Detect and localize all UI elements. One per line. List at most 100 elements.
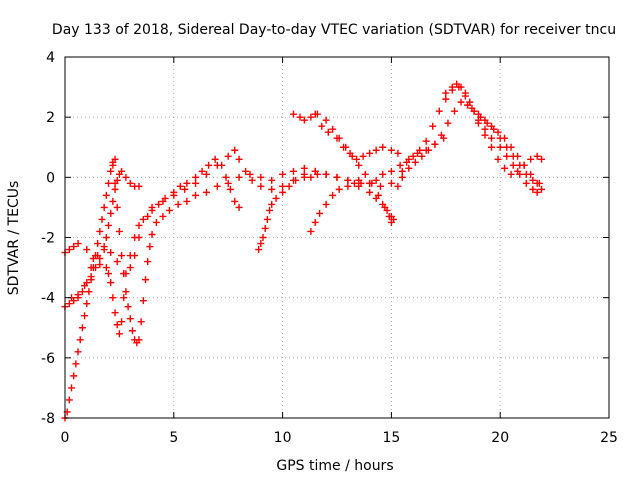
series-track-h: [312, 111, 402, 163]
y-axis-label: SDTVAR / TECUs: [6, 181, 22, 296]
data-point: [264, 216, 271, 223]
data-point: [144, 258, 151, 265]
data-point: [153, 219, 160, 226]
data-point: [146, 243, 153, 250]
data-point: [268, 177, 275, 184]
data-point: [523, 180, 530, 187]
data-point: [85, 288, 92, 295]
y-tick-label: -4: [41, 291, 55, 307]
data-point: [497, 144, 504, 151]
data-point: [279, 189, 286, 196]
data-point: [301, 165, 308, 172]
data-point: [83, 246, 90, 253]
data-point: [79, 324, 86, 331]
data-point: [127, 315, 134, 322]
data-point: [307, 174, 314, 181]
data-point: [527, 156, 534, 163]
x-axis-label: GPS time / hours: [276, 458, 393, 474]
data-point: [75, 348, 82, 355]
data-point: [431, 141, 438, 148]
data-point: [399, 174, 406, 181]
data-point: [214, 162, 221, 169]
data-point: [521, 162, 528, 169]
data-point: [166, 207, 173, 214]
sdtvar-chart: Day 133 of 2018, Sidereal Day-to-day VTE…: [0, 0, 640, 480]
data-point: [399, 168, 406, 175]
x-tick-label: 25: [600, 430, 618, 446]
data-point: [129, 327, 136, 334]
x-tick-label: 15: [382, 430, 400, 446]
data-point: [388, 147, 395, 154]
data-point: [334, 174, 341, 181]
data-point: [336, 186, 343, 193]
data-point: [514, 153, 521, 160]
data-point: [83, 300, 90, 307]
data-point: [290, 168, 297, 175]
grid-lines: [65, 57, 609, 418]
series-track-a: [62, 168, 143, 310]
data-point: [135, 234, 142, 241]
chart-title: Day 133 of 2018, Sidereal Day-to-day VTE…: [52, 22, 616, 38]
data-point: [114, 258, 121, 265]
data-point: [388, 180, 395, 187]
data-point: [508, 171, 515, 178]
data-point: [131, 252, 138, 259]
data-point: [203, 189, 210, 196]
series-track-b: [62, 156, 119, 422]
data-point: [175, 201, 182, 208]
data-point: [225, 153, 232, 160]
data-point: [344, 177, 351, 184]
data-point: [227, 186, 234, 193]
data-point: [122, 174, 129, 181]
data-point: [183, 180, 190, 187]
data-point: [377, 183, 384, 190]
data-point: [366, 189, 373, 196]
data-point: [107, 210, 114, 217]
data-point: [68, 384, 75, 391]
data-point: [72, 360, 79, 367]
data-point: [159, 213, 166, 220]
data-point: [307, 228, 314, 235]
data-point: [268, 201, 275, 208]
data-point: [223, 174, 230, 181]
data-point: [149, 231, 156, 238]
data-point: [405, 165, 412, 172]
data-point: [323, 117, 330, 124]
data-point: [412, 159, 419, 166]
data-point: [77, 336, 84, 343]
data-point: [214, 183, 221, 190]
data-point: [192, 192, 199, 199]
data-point: [114, 204, 121, 211]
data-point: [508, 144, 515, 151]
data-point: [366, 150, 373, 157]
data-point: [262, 225, 269, 232]
data-point: [105, 222, 112, 229]
data-point: [286, 183, 293, 190]
data-point: [140, 297, 147, 304]
data-point: [257, 240, 264, 247]
data-point: [96, 228, 103, 235]
series-track-k: [399, 99, 543, 187]
data-point: [451, 108, 458, 115]
data-point: [312, 219, 319, 226]
data-point: [107, 279, 114, 286]
series-track-j: [394, 81, 545, 196]
y-tick-label: 4: [46, 50, 55, 66]
data-point: [323, 171, 330, 178]
data-point: [192, 174, 199, 181]
data-point: [122, 288, 129, 295]
data-point: [103, 192, 110, 199]
data-point: [362, 171, 369, 178]
data-point: [503, 153, 510, 160]
data-point: [142, 276, 149, 283]
data-point: [373, 147, 380, 154]
y-tick-label: -2: [41, 231, 55, 247]
data-point: [116, 228, 123, 235]
data-point: [103, 234, 110, 241]
data-point: [109, 198, 116, 205]
data-point: [436, 108, 443, 115]
x-tick-label: 0: [61, 430, 70, 446]
data-point: [318, 123, 325, 130]
data-point: [266, 207, 273, 214]
x-tick-label: 5: [169, 430, 178, 446]
